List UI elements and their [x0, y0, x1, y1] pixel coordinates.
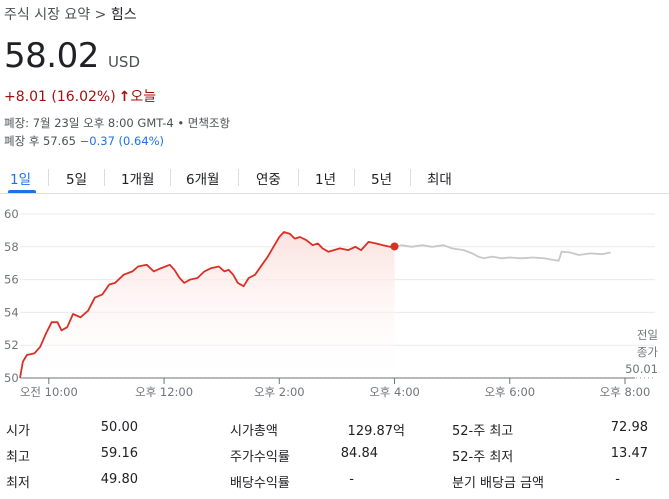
change-value: +8.01 — [4, 89, 47, 105]
change-period: 오늘 — [130, 89, 157, 105]
stat-value-52w-high: 72.98 — [610, 420, 648, 435]
x-tick-label: 오후 12:00 — [135, 385, 193, 399]
stat-value-low: 49.80 — [100, 472, 138, 487]
breadcrumb-parent-link[interactable]: 주식 시장 요약 — [4, 7, 91, 23]
after-hours-change: −0.37 (0.64%) — [79, 134, 165, 148]
prev-close-label: 종가 — [637, 345, 659, 359]
stat-label-high: 최고 — [6, 450, 30, 465]
stat-label-dividend-yield: 배당수익률 — [230, 476, 290, 491]
stat-value-pe-ratio: 84.84 — [340, 446, 378, 461]
stat-value-market-cap: 129.87억 — [347, 424, 405, 439]
price-row: 58.02 USD — [4, 36, 140, 76]
x-tick-label: 오후 4:00 — [369, 385, 420, 399]
tab-1m[interactable]: 1개월 — [121, 172, 155, 188]
up-arrow-icon: ↑ — [118, 89, 131, 105]
current-price: 58.02 — [4, 36, 99, 76]
stat-value-dividend-yield: - — [349, 472, 354, 487]
market-closed-info: 폐장: 7월 23일 오후 8:00 GMT-4 • 면책조항 — [4, 116, 231, 130]
tab-divider — [170, 169, 171, 186]
tab-5d[interactable]: 5일 — [66, 172, 88, 188]
tab-divider — [410, 169, 411, 186]
tab-divider — [298, 169, 299, 186]
stat-value-high: 59.16 — [100, 446, 138, 461]
tab-max[interactable]: 최대 — [427, 172, 452, 188]
series-line-regular — [19, 231, 395, 379]
stat-label-market-cap: 시가총액 — [230, 424, 278, 439]
x-tick-label: 오후 2:00 — [254, 385, 305, 399]
y-tick-label: 58 — [4, 240, 19, 254]
price-change: +8.01 (16.02%) ↑오늘 — [4, 86, 156, 106]
tab-divider — [104, 169, 105, 186]
stat-label-quarterly-dividend: 분기 배당금 금액 — [452, 476, 544, 491]
x-tick-label: 오후 8:00 — [600, 385, 651, 399]
y-tick-label: 60 — [4, 207, 19, 221]
range-tabs: 1일 5일 1개월 6개월 연중 1년 5년 최대 — [0, 160, 669, 194]
currency-label: USD — [107, 53, 140, 71]
stat-label-52w-high: 52-주 최고 — [452, 424, 514, 439]
tab-divider — [48, 169, 49, 186]
after-hours-info: 폐장 후 57.65 −0.37 (0.64%) — [4, 133, 164, 149]
tab-1d[interactable]: 1일 — [10, 172, 32, 188]
tab-ytd[interactable]: 연중 — [256, 172, 281, 188]
tab-1y[interactable]: 1년 — [315, 172, 337, 188]
breadcrumb-separator: > — [94, 7, 107, 23]
price-chart[interactable]: 50 52 54 56 58 60 오전 10:00 오후 12:00 오후 2:00 오후 4:… — [0, 200, 669, 405]
stat-label-pe-ratio: 주가수익률 — [230, 450, 290, 465]
after-hours-price: 폐장 후 57.65 — [4, 134, 76, 148]
x-tick-label: 오전 10:00 — [20, 385, 78, 399]
tab-divider — [238, 169, 239, 186]
tab-divider — [354, 169, 355, 186]
prev-close-label: 전일 — [637, 328, 658, 342]
tab-5y[interactable]: 5년 — [371, 172, 393, 188]
change-percent: (16.02%) — [51, 89, 116, 105]
breadcrumb: 주식 시장 요약 > 힘스 — [4, 4, 137, 24]
x-tick-label: 오후 6:00 — [484, 385, 535, 399]
stat-label-low: 최저 — [6, 476, 30, 491]
stat-label-52w-low: 52-주 최저 — [452, 450, 514, 465]
stat-value-52w-low: 13.47 — [610, 446, 648, 461]
tab-6m[interactable]: 6개월 — [186, 172, 220, 188]
y-tick-label: 56 — [4, 273, 19, 287]
area-fill-regular — [20, 232, 395, 378]
active-tab-indicator — [8, 190, 36, 193]
current-price-dot — [390, 242, 399, 251]
y-tick-label: 50 — [4, 371, 19, 385]
stat-value-quarterly-dividend: - — [615, 472, 620, 487]
y-tick-label: 54 — [4, 305, 19, 319]
stat-label-open: 시가 — [6, 424, 30, 439]
prev-close-label: 50.01 — [625, 362, 658, 376]
stat-value-open: 50.00 — [100, 420, 138, 435]
breadcrumb-current: 힘스 — [110, 7, 137, 23]
series-line-after-hours — [394, 244, 611, 262]
y-tick-label: 52 — [4, 338, 19, 352]
